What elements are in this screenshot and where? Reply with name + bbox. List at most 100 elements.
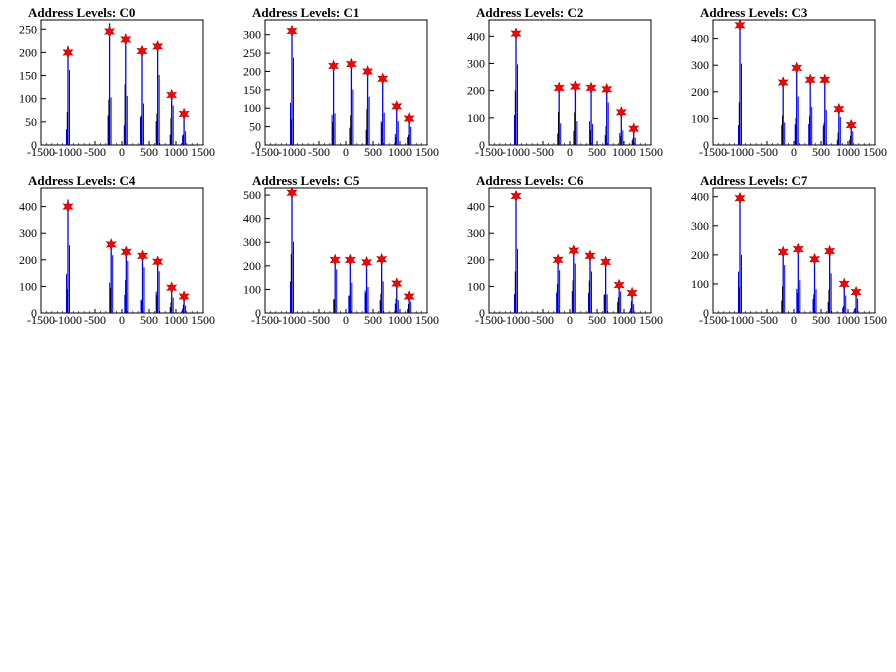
y-tick-label: 50 bbox=[25, 115, 37, 129]
x-tick-label: -500 bbox=[756, 313, 778, 327]
peak-marker bbox=[178, 290, 190, 303]
peak-marker bbox=[510, 189, 522, 203]
x-tick-label: -500 bbox=[532, 145, 554, 159]
peak-marker bbox=[510, 27, 522, 40]
y-tick-label: 400 bbox=[691, 32, 709, 46]
peak-marker bbox=[792, 242, 804, 256]
plot-frame bbox=[40, 19, 204, 146]
peak-marker bbox=[166, 88, 178, 102]
y-tick-label: 0 bbox=[31, 138, 37, 152]
peak-marker bbox=[819, 73, 831, 87]
y-tick-label: 50 bbox=[249, 120, 261, 134]
x-tick-label: -1500 bbox=[27, 145, 55, 159]
x-tick-label: -1000 bbox=[278, 145, 306, 159]
x-tick-label: 1500 bbox=[639, 145, 663, 159]
x-tick-label: 500 bbox=[812, 313, 830, 327]
peak-marker bbox=[777, 245, 789, 259]
peak-marker bbox=[178, 107, 190, 121]
x-tick-label: 1000 bbox=[836, 145, 860, 159]
y-tick-label: 300 bbox=[691, 219, 709, 233]
x-tick-label: -1500 bbox=[251, 145, 279, 159]
x-tick-label: 0 bbox=[343, 145, 349, 159]
peak-marker bbox=[137, 249, 148, 263]
x-tick-label: 500 bbox=[588, 145, 606, 159]
x-tick-label: -1000 bbox=[726, 145, 754, 159]
panel-title: Address Levels: C4 bbox=[28, 173, 136, 188]
peak-marker bbox=[62, 46, 74, 59]
x-tick-label: 0 bbox=[567, 145, 573, 159]
y-tick-label: 300 bbox=[19, 226, 37, 240]
peak-marker bbox=[777, 76, 789, 89]
x-tick-label: -1000 bbox=[54, 313, 82, 327]
peak-marker bbox=[403, 112, 415, 125]
x-tick-label: 500 bbox=[140, 145, 158, 159]
peak-marker bbox=[62, 200, 74, 213]
panel-2: Address Levels: C2-1500 -1000 -500 0 500 1000… bbox=[467, 5, 663, 159]
x-tick-label: 1500 bbox=[639, 313, 663, 327]
panel-1: Address Levels: C1-1500 -1000 -500 0 500 1000… bbox=[243, 5, 439, 159]
peak-marker bbox=[585, 81, 597, 95]
panel-title: Address Levels: C7 bbox=[700, 173, 808, 188]
x-tick-label: 1500 bbox=[415, 145, 439, 159]
y-tick-label: 200 bbox=[243, 64, 261, 78]
x-tick-label: -500 bbox=[756, 145, 778, 159]
y-tick-label: 150 bbox=[19, 69, 37, 83]
y-tick-label: 150 bbox=[243, 83, 261, 97]
panel-4: Address Levels: C4-1500 -1000 -500 0 500 1000… bbox=[19, 173, 215, 327]
peak-marker bbox=[329, 253, 341, 267]
y-tick-label: 100 bbox=[19, 279, 37, 293]
y-tick-label: 400 bbox=[243, 212, 261, 226]
y-tick-label: 400 bbox=[467, 29, 485, 43]
y-tick-label: 0 bbox=[703, 306, 709, 320]
x-tick-label: 1000 bbox=[612, 313, 636, 327]
y-tick-label: 0 bbox=[255, 138, 261, 152]
peak-marker bbox=[626, 286, 638, 300]
peak-marker bbox=[403, 290, 415, 303]
x-tick-label: -1500 bbox=[251, 313, 279, 327]
y-tick-label: 0 bbox=[479, 138, 485, 152]
y-tick-label: 200 bbox=[467, 253, 485, 267]
y-tick-label: 300 bbox=[691, 58, 709, 72]
plot-frame bbox=[712, 187, 876, 314]
x-tick-label: 1000 bbox=[164, 145, 188, 159]
peak-marker bbox=[152, 255, 164, 268]
peak-marker bbox=[568, 244, 580, 257]
x-tick-label: 500 bbox=[812, 145, 830, 159]
panel-title: Address Levels: C3 bbox=[700, 5, 808, 20]
y-tick-label: 300 bbox=[467, 226, 485, 240]
x-tick-label: -1500 bbox=[475, 313, 503, 327]
panel-title: Address Levels: C6 bbox=[476, 173, 584, 188]
peak-marker bbox=[286, 24, 298, 38]
y-tick-label: 250 bbox=[19, 22, 37, 36]
peak-marker bbox=[104, 25, 116, 38]
x-tick-label: 1500 bbox=[863, 145, 887, 159]
panel-3: Address Levels: C3-1500 -1000 -500 0 500 1000… bbox=[691, 5, 887, 159]
panel-title: Address Levels: C5 bbox=[252, 173, 360, 188]
panel-0: Address Levels: C0-1500 -1000 -500 0 500 1000… bbox=[19, 5, 215, 159]
y-tick-label: 200 bbox=[467, 84, 485, 98]
x-tick-label: 0 bbox=[791, 145, 797, 159]
peak-marker bbox=[152, 40, 164, 53]
y-tick-label: 300 bbox=[243, 28, 261, 42]
y-tick-label: 200 bbox=[19, 45, 37, 59]
x-tick-label: 1000 bbox=[388, 313, 412, 327]
peak-marker bbox=[628, 122, 640, 136]
panel-title: Address Levels: C2 bbox=[476, 5, 583, 20]
peak-marker bbox=[361, 255, 372, 269]
peak-marker bbox=[120, 33, 132, 46]
peak-marker bbox=[552, 253, 564, 267]
panel-title: Address Levels: C0 bbox=[28, 5, 135, 20]
peak-marker bbox=[734, 191, 746, 205]
y-tick-label: 200 bbox=[19, 253, 37, 267]
x-tick-label: -1500 bbox=[27, 313, 55, 327]
y-tick-label: 400 bbox=[19, 200, 37, 214]
x-tick-label: 1500 bbox=[191, 313, 215, 327]
peak-marker bbox=[376, 252, 388, 266]
y-tick-label: 200 bbox=[691, 85, 709, 99]
y-tick-label: 100 bbox=[243, 282, 261, 296]
peak-marker bbox=[345, 57, 357, 71]
panel-6: Address Levels: C6-1500 -1000 -500 0 500 1000… bbox=[467, 173, 663, 327]
x-tick-label: 0 bbox=[791, 313, 797, 327]
peak-marker bbox=[615, 106, 627, 119]
panel-5: Address Levels: C5-1500 -1000 -500 0 500 1000… bbox=[243, 173, 439, 327]
